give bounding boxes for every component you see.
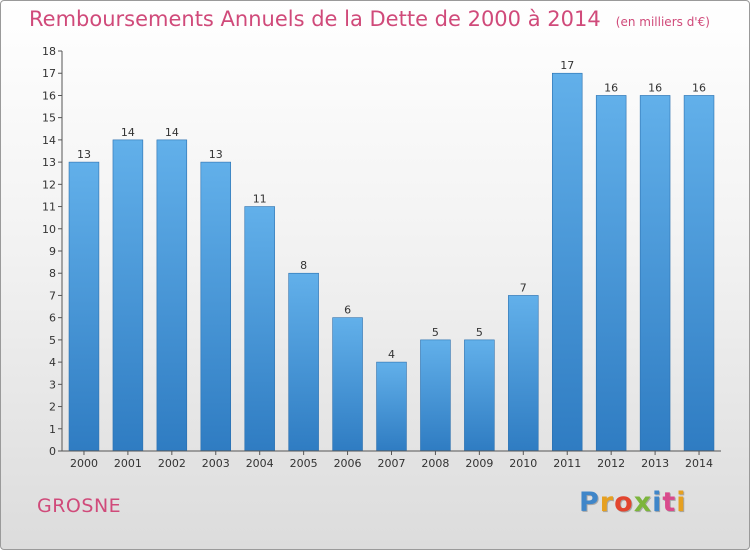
x-tick-label: 2012: [597, 457, 625, 470]
title-unit: (en milliers d'€): [615, 15, 710, 29]
y-tick-label: 3: [49, 378, 56, 391]
bar: [68, 161, 100, 452]
y-tick-label: 6: [49, 312, 56, 325]
bar: [288, 272, 319, 452]
bar-data-label: 11: [253, 193, 267, 206]
bar-data-label: 16: [692, 81, 706, 94]
y-tick-label: 8: [49, 267, 56, 280]
x-tick-label: 2006: [334, 457, 362, 470]
logo-letter: i: [652, 487, 663, 518]
bar: [420, 339, 451, 452]
y-tick-label: 7: [49, 289, 56, 302]
bar: [683, 95, 715, 452]
bar-data-label: 16: [648, 81, 662, 94]
bar-data-label: 17: [560, 59, 574, 72]
bar: [464, 339, 495, 452]
y-tick-label: 1: [49, 423, 56, 436]
x-tick-label: 2010: [509, 457, 537, 470]
x-tick-label: 2005: [290, 457, 318, 470]
y-tick-label: 10: [42, 223, 56, 236]
y-tick-label: 9: [49, 245, 56, 258]
bar: [595, 95, 627, 452]
bar: [200, 161, 232, 452]
y-tick-label: 12: [42, 178, 56, 191]
chart-title: Remboursements Annuels de la Dette de 20…: [29, 7, 710, 31]
bar: [332, 317, 363, 452]
bar: [112, 139, 144, 452]
y-tick-label: 14: [42, 134, 56, 147]
bar-data-label: 7: [520, 281, 527, 294]
bar: [376, 361, 407, 452]
y-tick-label: 13: [42, 156, 56, 169]
y-tick-label: 15: [42, 112, 56, 125]
y-tick-label: 17: [42, 67, 56, 80]
x-tick-label: 2004: [246, 457, 274, 470]
bar-data-label: 8: [300, 259, 307, 272]
logo-letter: t: [662, 487, 677, 518]
x-tick-label: 2002: [158, 457, 186, 470]
x-tick-label: 2013: [641, 457, 669, 470]
y-tick-label: 2: [49, 401, 56, 414]
x-tick-label: 2007: [378, 457, 406, 470]
bar-data-label: 14: [121, 126, 135, 139]
bar-data-label: 13: [209, 148, 223, 161]
x-tick-label: 2014: [685, 457, 713, 470]
x-tick-label: 2009: [465, 457, 493, 470]
bar: [156, 139, 188, 452]
commune-name: GROSNE: [37, 495, 122, 517]
x-tick-label: 2003: [202, 457, 230, 470]
bars: 13 14 14 13 11 8 6 4 5 5 7 17 16 16 16: [68, 59, 715, 452]
bar-data-label: 5: [476, 326, 483, 339]
bar-data-label: 4: [388, 348, 395, 361]
bar: [551, 72, 583, 452]
x-tick-label: 2008: [421, 457, 449, 470]
x-tick-label: 2011: [553, 457, 581, 470]
logo-letter: o: [614, 487, 634, 518]
proxiti-logo: Proxiti: [579, 487, 687, 518]
bar-data-label: 13: [77, 148, 91, 161]
logo-letter: i: [676, 487, 687, 518]
bar: [508, 295, 539, 452]
bar-data-label: 6: [344, 304, 351, 317]
x-tick-label: 2001: [114, 457, 142, 470]
y-tick-label: 18: [42, 45, 56, 58]
bar-data-label: 5: [432, 326, 439, 339]
bar: [244, 206, 275, 452]
y-tick-label: 5: [49, 334, 56, 347]
y-tick-label: 0: [49, 445, 56, 458]
x-axis: 2000 2001 2002 2003 2004 2005 2006 2007 2008 2009…: [62, 450, 721, 470]
y-tick-label: 16: [42, 89, 56, 102]
y-tick-label: 4: [49, 356, 56, 369]
bar-data-label: 14: [165, 126, 179, 139]
logo-letter: P: [579, 487, 600, 518]
logo-letter: x: [633, 487, 653, 518]
logo-letter: r: [599, 487, 615, 518]
x-tick-label: 2000: [70, 457, 98, 470]
y-tick-label: 11: [42, 201, 56, 214]
bar: [639, 95, 671, 452]
bar-data-label: 16: [604, 81, 618, 94]
title-text: Remboursements Annuels de la Dette de 20…: [29, 7, 601, 31]
